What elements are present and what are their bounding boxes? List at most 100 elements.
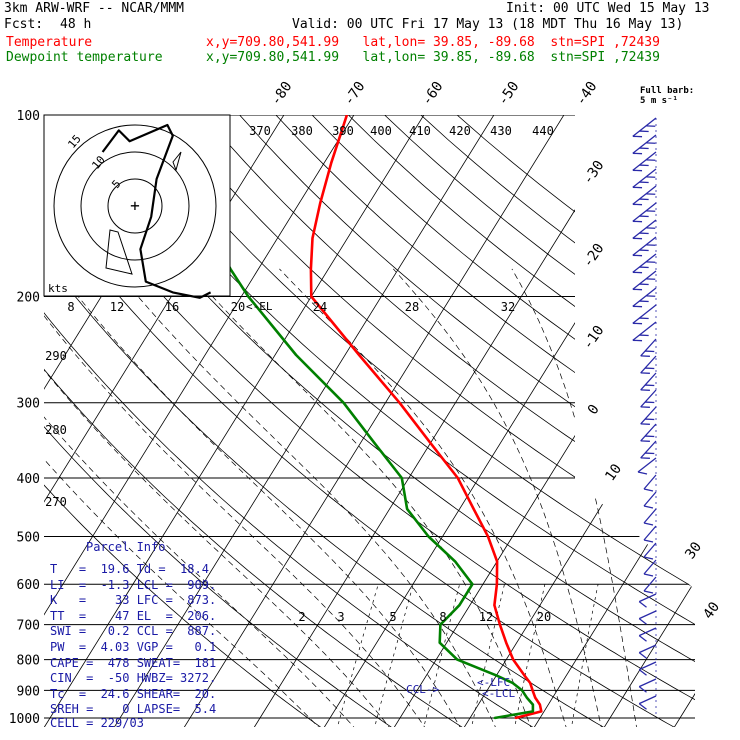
wind-barb-flag	[643, 590, 654, 594]
isotherm-line	[391, 115, 695, 727]
pressure-label: 600	[17, 578, 40, 593]
mixing-ratio-label: 20	[537, 610, 551, 624]
data-point	[511, 682, 514, 684]
series-line	[309, 115, 543, 720]
isotherm-label: -30	[580, 158, 608, 188]
wind-barb-flag	[637, 471, 648, 475]
data-point	[439, 623, 442, 626]
wind-barb	[632, 287, 657, 308]
wind-barb-flag	[632, 254, 643, 257]
data-point	[400, 477, 403, 479]
dry-adiabat-line	[321, 115, 695, 727]
wind-barb-staff	[638, 644, 657, 654]
wind-barb-flag	[643, 505, 654, 509]
wind-barb	[643, 542, 657, 560]
wind-barb-title-line1: Full barb:	[640, 86, 695, 96]
wind-barb-staff	[638, 695, 657, 705]
data-point	[429, 442, 432, 445]
isotherm-label: 10	[602, 461, 625, 484]
wind-barb-flag	[639, 130, 649, 133]
parcel-row: TT = 47 EL = 206.	[50, 609, 217, 623]
ccl-marker: CCL->	[406, 683, 439, 696]
dry-adiabat-line	[44, 115, 539, 727]
theta-label: 390	[332, 124, 354, 138]
wind-barb-flag	[640, 457, 650, 459]
wind-barb-flag	[646, 125, 656, 127]
parcel-info-panel: Parcel Info T = 19.6 Td = 18.4 LI = -1.3…	[44, 538, 229, 730]
wind-barb-staff	[643, 508, 657, 524]
legend-dewpoint-name: Dewpoint temperature	[6, 50, 163, 65]
theta-label: 380	[291, 124, 313, 138]
wind-barb	[632, 253, 657, 274]
wind-barb-flag	[645, 418, 655, 421]
wind-barb-staff	[632, 134, 657, 154]
theta-label: 440	[532, 124, 554, 138]
pressure-label: 400	[17, 472, 40, 487]
wind-barb	[643, 525, 657, 543]
wind-barb-flag	[640, 440, 650, 442]
storm-motion-marker	[172, 151, 182, 172]
data-point	[512, 658, 515, 661]
wind-barb-flag	[643, 556, 654, 560]
wind-barb-staff	[632, 304, 657, 324]
wind-barb	[640, 355, 657, 374]
data-point	[330, 161, 333, 164]
wind-barb-flag	[639, 164, 649, 167]
wind-barb-flag	[632, 135, 643, 138]
isotherm-line	[44, 115, 442, 727]
wind-barb-flag	[646, 295, 656, 297]
wind-barb-staff	[632, 202, 657, 222]
parcel-info-title: Parcel Info	[86, 540, 166, 554]
wind-barb-staff	[632, 219, 657, 239]
data-point	[495, 583, 498, 586]
wind-barb	[632, 151, 657, 172]
data-point	[495, 674, 498, 677]
wind-barb-flag	[645, 350, 655, 353]
mixing-ratio-label: 32	[501, 300, 515, 314]
legend-temperature-info: x,y=709.80,541.99 lat,lon= 39.85, -89.68…	[206, 35, 660, 50]
wind-barb-flag	[645, 435, 655, 438]
theta-label: 420	[449, 124, 471, 138]
wind-barb-staff	[640, 372, 657, 391]
wind-barb-flag	[632, 237, 643, 240]
dry-adiabat-line	[215, 115, 695, 727]
wind-barb	[632, 168, 657, 189]
pressure-label: 100	[17, 109, 40, 124]
wind-barb-staff	[643, 525, 657, 541]
parcel-row: LI = -1.3 LCL = 909.	[50, 578, 217, 592]
isotherm-label: 40	[700, 599, 723, 622]
wind-barb	[643, 508, 657, 526]
wind-barb	[640, 372, 657, 391]
data-point	[342, 401, 345, 404]
isotherm-label: -50	[495, 79, 523, 109]
isotherm-label: 0	[585, 402, 603, 418]
wind-barb-flag	[640, 372, 650, 374]
mixing-ratio-line	[336, 584, 379, 727]
wind-barb-flag	[646, 176, 656, 178]
moist-adiabat-line	[114, 268, 498, 727]
mixing-ratio-label: 12	[479, 610, 493, 624]
wind-barb	[643, 474, 657, 492]
wind-barb-flag	[639, 266, 649, 269]
wind-barb-flag	[639, 215, 649, 218]
wind-barb-flag	[639, 283, 649, 286]
data-point	[406, 507, 409, 510]
wind-barb-flag	[640, 389, 650, 391]
wind-barb	[632, 185, 657, 206]
data-point	[295, 354, 298, 356]
data-point	[373, 442, 376, 445]
wind-barb-staff	[638, 610, 657, 620]
isotherm-label: -80	[268, 79, 296, 109]
moist-adiabat-line	[44, 268, 323, 727]
wind-barb-staff	[638, 678, 657, 688]
parcel-row: SREH = 0 LAPSE= 5.4	[50, 702, 217, 716]
wind-barb	[640, 389, 657, 408]
hodograph-ring	[107, 178, 163, 234]
data-point	[345, 115, 348, 116]
dry-adiabat-line	[109, 115, 695, 727]
el-marker: <-EL	[246, 300, 273, 313]
legend-temperature-name: Temperature	[6, 35, 93, 50]
data-point	[531, 689, 534, 692]
mixing-ratio-line	[422, 584, 460, 727]
